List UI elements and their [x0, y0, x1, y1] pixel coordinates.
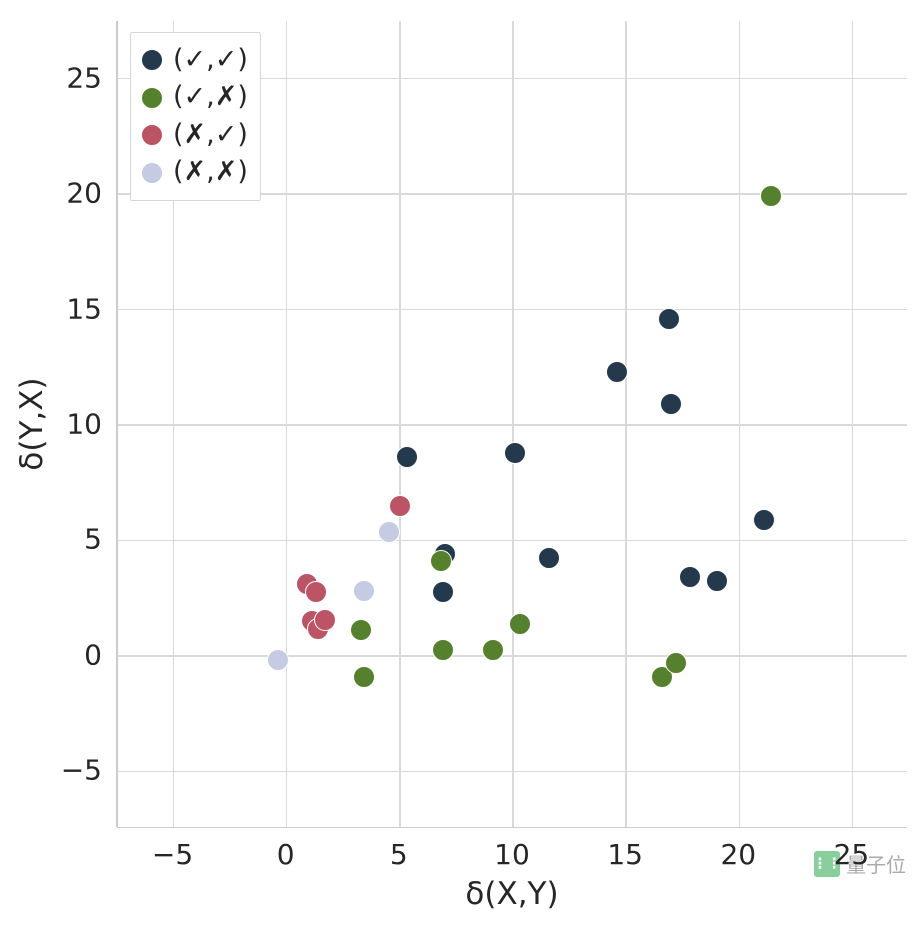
y-tick-label: 0 — [0, 638, 102, 671]
data-point — [432, 581, 454, 603]
y-tick-label: 15 — [0, 292, 102, 325]
x-tick-label: −5 — [152, 838, 193, 871]
legend-item: (✗,✓) — [141, 117, 248, 153]
x-tick-label: 20 — [720, 838, 756, 871]
data-point — [430, 550, 452, 572]
legend-item: (✓,✓) — [141, 42, 248, 78]
grid-line-h — [117, 771, 907, 772]
data-point — [389, 495, 411, 517]
y-tick-label: 10 — [0, 408, 102, 441]
legend-label: (✓,✓) — [173, 42, 248, 78]
y-tick-label: 20 — [0, 177, 102, 210]
legend-marker-icon — [141, 124, 163, 146]
legend-item: (✗,✗) — [141, 154, 248, 190]
legend-label: (✗,✓) — [173, 117, 248, 153]
y-tick-label: 25 — [0, 61, 102, 94]
legend-marker-icon — [141, 162, 163, 184]
grid-line-h — [117, 540, 907, 541]
data-point — [760, 185, 782, 207]
data-point — [396, 446, 418, 468]
y-tick-label: 5 — [0, 523, 102, 556]
x-tick-label: 10 — [494, 838, 530, 871]
data-point — [504, 442, 526, 464]
x-tick-label: 5 — [390, 838, 408, 871]
spine-bottom — [117, 827, 907, 829]
data-point — [658, 308, 680, 330]
x-tick-label: 15 — [607, 838, 643, 871]
data-point — [378, 521, 400, 543]
legend-label: (✓,✗) — [173, 79, 248, 115]
data-point — [267, 649, 289, 671]
x-tick-label: 25 — [834, 838, 870, 871]
scatter-chart: δ(X,Y) δ(Y,X) (✓,✓)(✓,✗)(✗,✓)(✗,✗) ⋮⋮ 量子… — [0, 0, 924, 926]
data-point — [706, 570, 728, 592]
data-point — [350, 619, 372, 641]
data-point — [509, 613, 531, 635]
data-point — [665, 652, 687, 674]
data-point — [538, 547, 560, 569]
data-point — [679, 566, 701, 588]
spine-left — [116, 21, 118, 827]
data-point — [353, 580, 375, 602]
y-tick-label: −5 — [0, 754, 102, 787]
legend-marker-icon — [141, 49, 163, 71]
x-tick-label: 0 — [277, 838, 295, 871]
data-point — [482, 639, 504, 661]
data-point — [606, 361, 628, 383]
data-point — [353, 666, 375, 688]
grid-line-h — [117, 655, 907, 656]
data-point — [432, 639, 454, 661]
legend-item: (✓,✗) — [141, 79, 248, 115]
data-point — [305, 581, 327, 603]
chart-legend: (✓,✓)(✓,✗)(✗,✓)(✗,✗) — [130, 32, 261, 201]
legend-marker-icon — [141, 87, 163, 109]
grid-line-h — [117, 309, 907, 310]
data-point — [753, 509, 775, 531]
data-point — [314, 609, 336, 631]
grid-line-h — [117, 424, 907, 425]
x-axis-label: δ(X,Y) — [465, 876, 558, 912]
legend-label: (✗,✗) — [173, 154, 248, 190]
data-point — [660, 393, 682, 415]
